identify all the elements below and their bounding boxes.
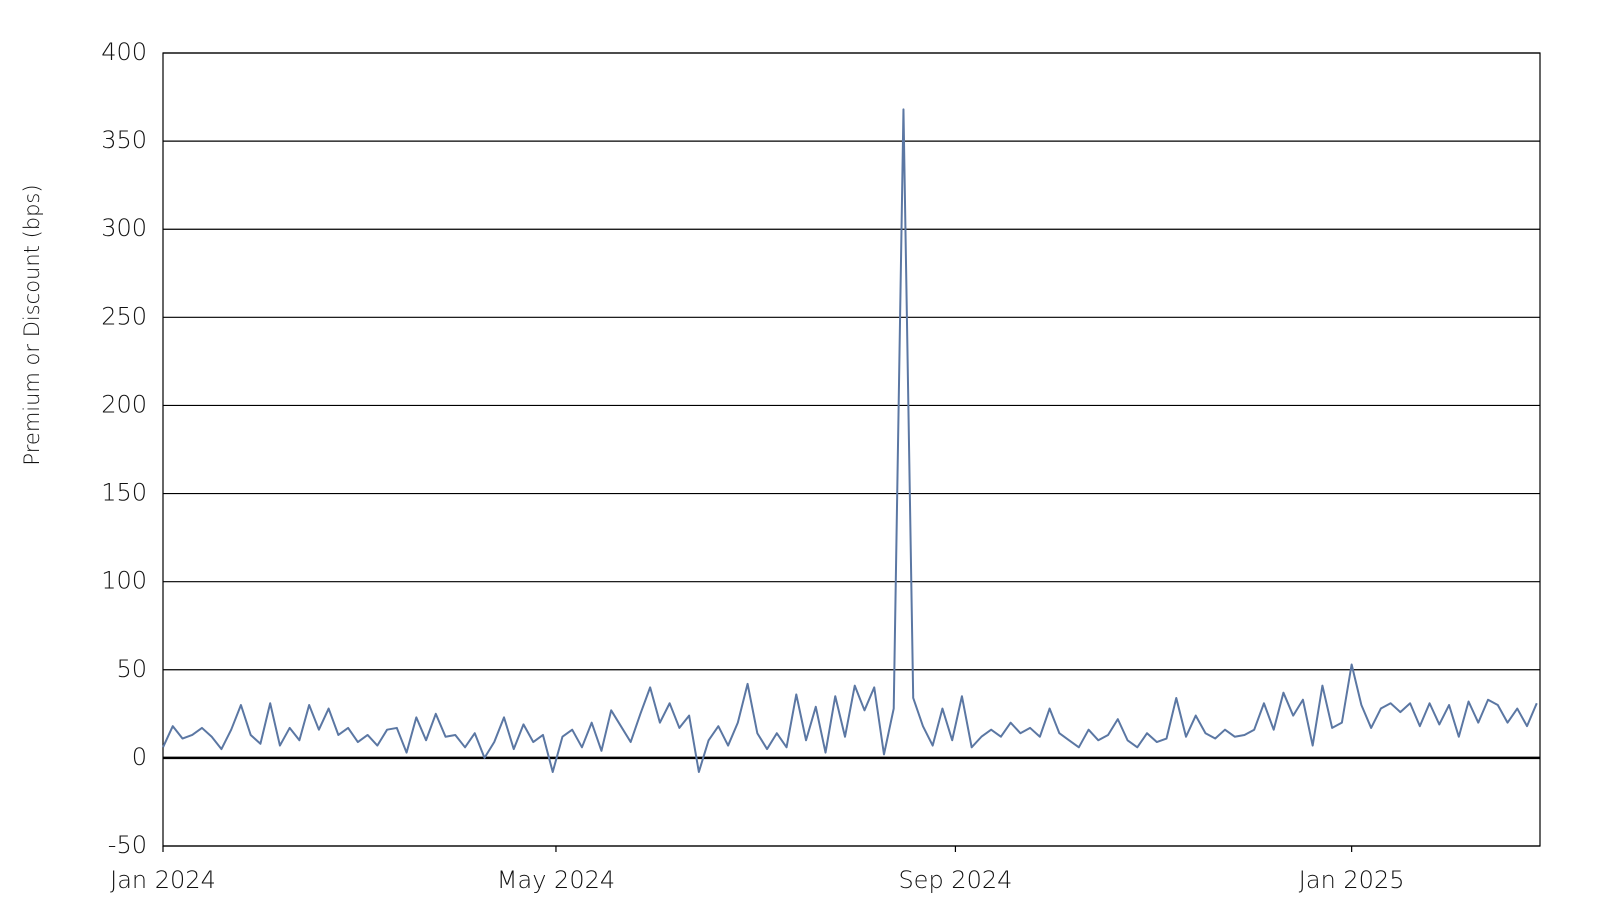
x-tick-label: Jan 2024 <box>110 866 216 894</box>
y-tick-label: 200 <box>101 390 147 418</box>
y-tick-label: 50 <box>116 655 147 683</box>
y-tick-label: 350 <box>101 126 147 154</box>
y-axis-label: Premium or Discount (bps) <box>20 184 44 465</box>
y-tick-label: 0 <box>132 743 147 771</box>
x-tick-label: Sep 2024 <box>898 866 1012 894</box>
data-line <box>162 108 1538 773</box>
y-tick-label: -50 <box>108 831 147 859</box>
y-tick-label: 300 <box>101 214 147 242</box>
x-tick-label: May 2024 <box>497 866 615 894</box>
y-tick-label: 100 <box>101 567 147 595</box>
plot-frame <box>162 52 1541 847</box>
y-tick-label: 250 <box>101 302 147 330</box>
y-tick-label: 150 <box>101 479 147 507</box>
x-tick-label: Jan 2025 <box>1299 866 1405 894</box>
y-tick-label: 400 <box>101 38 147 66</box>
